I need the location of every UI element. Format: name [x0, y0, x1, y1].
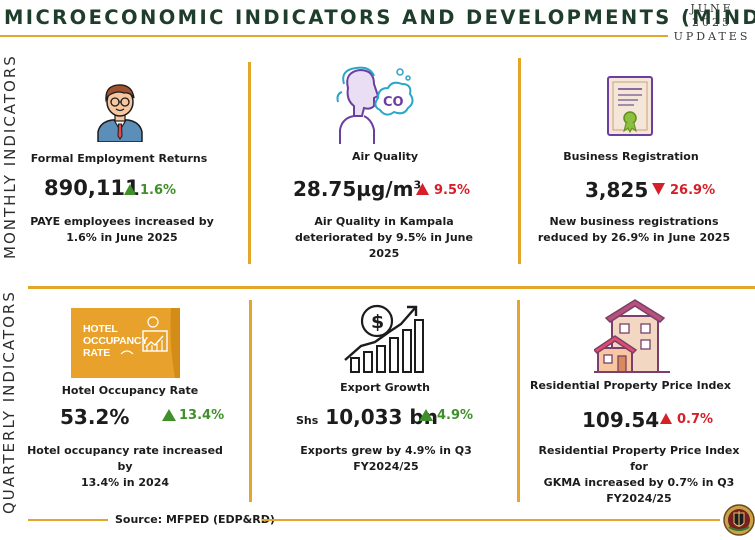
businessman-icon — [97, 84, 143, 142]
footer-rule-left — [28, 519, 108, 521]
export-growth-desc-line: FY2024/25 — [353, 460, 419, 473]
air-quality-desc-line: Air Quality in Kampala — [314, 215, 454, 228]
business-registration-description: New business registrations reduced by 26… — [534, 214, 734, 246]
hotel-occupancy-sign-icon: HOTEL OCCUPANCY RATE — [71, 308, 180, 378]
up-arrow-icon — [419, 409, 433, 421]
footer-rule-right — [262, 519, 720, 521]
monthly-section-label: MONTHLY INDICATORS — [1, 54, 19, 259]
employment-change: 1.6% — [140, 183, 177, 198]
business-registration-desc-line: reduced by 26.9% in June 2025 — [537, 231, 731, 244]
hotel-occupancy-title: Hotel Occupancy Rate — [61, 384, 199, 397]
business-registration-title: Business Registration — [563, 150, 699, 163]
uganda-coat-of-arms-icon — [723, 504, 755, 536]
page-title: MICROECONOMIC INDICATORS AND DEVELOPMENT… — [4, 6, 755, 29]
column-divider — [248, 62, 251, 264]
export-growth-desc-line: Exports grew by 4.9% in Q3 — [300, 444, 472, 457]
business-registration-value: 3,825 — [585, 178, 649, 202]
column-divider — [517, 300, 520, 502]
export-growth-description: Exports grew by 4.9% in Q3 FY2024/25 — [296, 443, 476, 475]
air-quality-unit-sup: 3 — [413, 178, 422, 192]
up-arrow-icon — [660, 413, 672, 424]
co2-person-icon: CO — [336, 66, 414, 144]
property-price-desc-line: FY2024/25 — [606, 492, 672, 505]
title-divider — [0, 35, 668, 37]
up-arrow-icon — [124, 184, 136, 195]
hotel-occupancy-value: 53.2% — [60, 405, 130, 429]
hotel-sign-line: RATE — [83, 347, 111, 359]
hotel-sign-text: HOTEL OCCUPANCY RATE — [83, 323, 148, 359]
hotel-occupancy-change: 13.4% — [179, 408, 225, 423]
report-year: 2025 — [692, 16, 732, 29]
export-growth-change: 4.9% — [437, 408, 474, 423]
property-price-title: Residential Property Price Index — [530, 379, 731, 392]
hotel-sign-background — [71, 308, 180, 378]
dollar-symbol: $ — [371, 311, 384, 333]
report-month: JUNE — [690, 2, 734, 15]
hotel-occupancy-desc-line: Hotel occupancy rate increased by — [27, 444, 223, 473]
air-quality-change: 9.5% — [434, 183, 471, 198]
export-currency: Shs — [296, 414, 319, 427]
hotel-occupancy-description: Hotel occupancy rate increased by 13.4% … — [22, 443, 228, 491]
section-divider — [28, 286, 755, 289]
export-growth-value: 10,033 bn — [325, 405, 438, 429]
up-arrow-icon — [416, 183, 429, 195]
report-updates: UPDATES — [673, 30, 751, 43]
up-arrow-icon — [162, 409, 176, 421]
co2-label: CO — [383, 95, 404, 110]
air-quality-value: 28.75µg/m — [293, 177, 414, 201]
employment-desc-line: PAYE employees increased by — [30, 215, 214, 228]
property-price-change: 0.7% — [677, 412, 714, 427]
export-growth-value-wrap: Shs 10,033 bn — [296, 405, 438, 429]
employment-value: 890,111 — [44, 176, 140, 200]
hotel-sign-line: OCCUPANCY — [83, 335, 149, 347]
air-quality-description: Air Quality in Kampala deteriorated by 9… — [278, 214, 490, 262]
houses-icon — [594, 299, 670, 373]
business-registration-desc-line: New business registrations — [549, 215, 719, 228]
hotel-sign-line: HOTEL — [83, 323, 118, 335]
employment-title: Formal Employment Returns — [30, 152, 208, 165]
money-growth-chart-icon: $ — [344, 304, 424, 373]
property-price-desc-line: GKMA increased by 0.7% in Q3 — [543, 476, 735, 489]
air-quality-desc-line: deteriorated by 9.5% in June 2025 — [295, 231, 473, 260]
down-arrow-icon — [652, 183, 665, 195]
air-quality-value-wrap: 28.75µg/m3 — [293, 177, 421, 201]
employment-desc-line: 1.6% in June 2025 — [66, 231, 178, 244]
source-note: Source: MFPED (EDP&RD) — [115, 513, 275, 526]
hotel-occupancy-desc-line: 13.4% in 2024 — [80, 476, 170, 489]
column-divider — [518, 58, 521, 264]
certificate-icon — [607, 76, 653, 136]
report-date: JUNE 2025 UPDATES — [672, 2, 752, 44]
property-price-value: 109.54 — [582, 408, 660, 432]
export-growth-title: Export Growth — [340, 381, 430, 394]
quarterly-section-label: QUARTERLY INDICATORS — [0, 290, 18, 514]
business-registration-change: 26.9% — [670, 183, 716, 198]
property-price-description: Residential Property Price Index for GKM… — [530, 443, 748, 507]
property-price-desc-line: Residential Property Price Index for — [538, 444, 740, 473]
column-divider — [249, 300, 252, 502]
air-quality-title: Air Quality — [351, 150, 419, 163]
employment-description: PAYE employees increased by 1.6% in June… — [22, 214, 222, 246]
